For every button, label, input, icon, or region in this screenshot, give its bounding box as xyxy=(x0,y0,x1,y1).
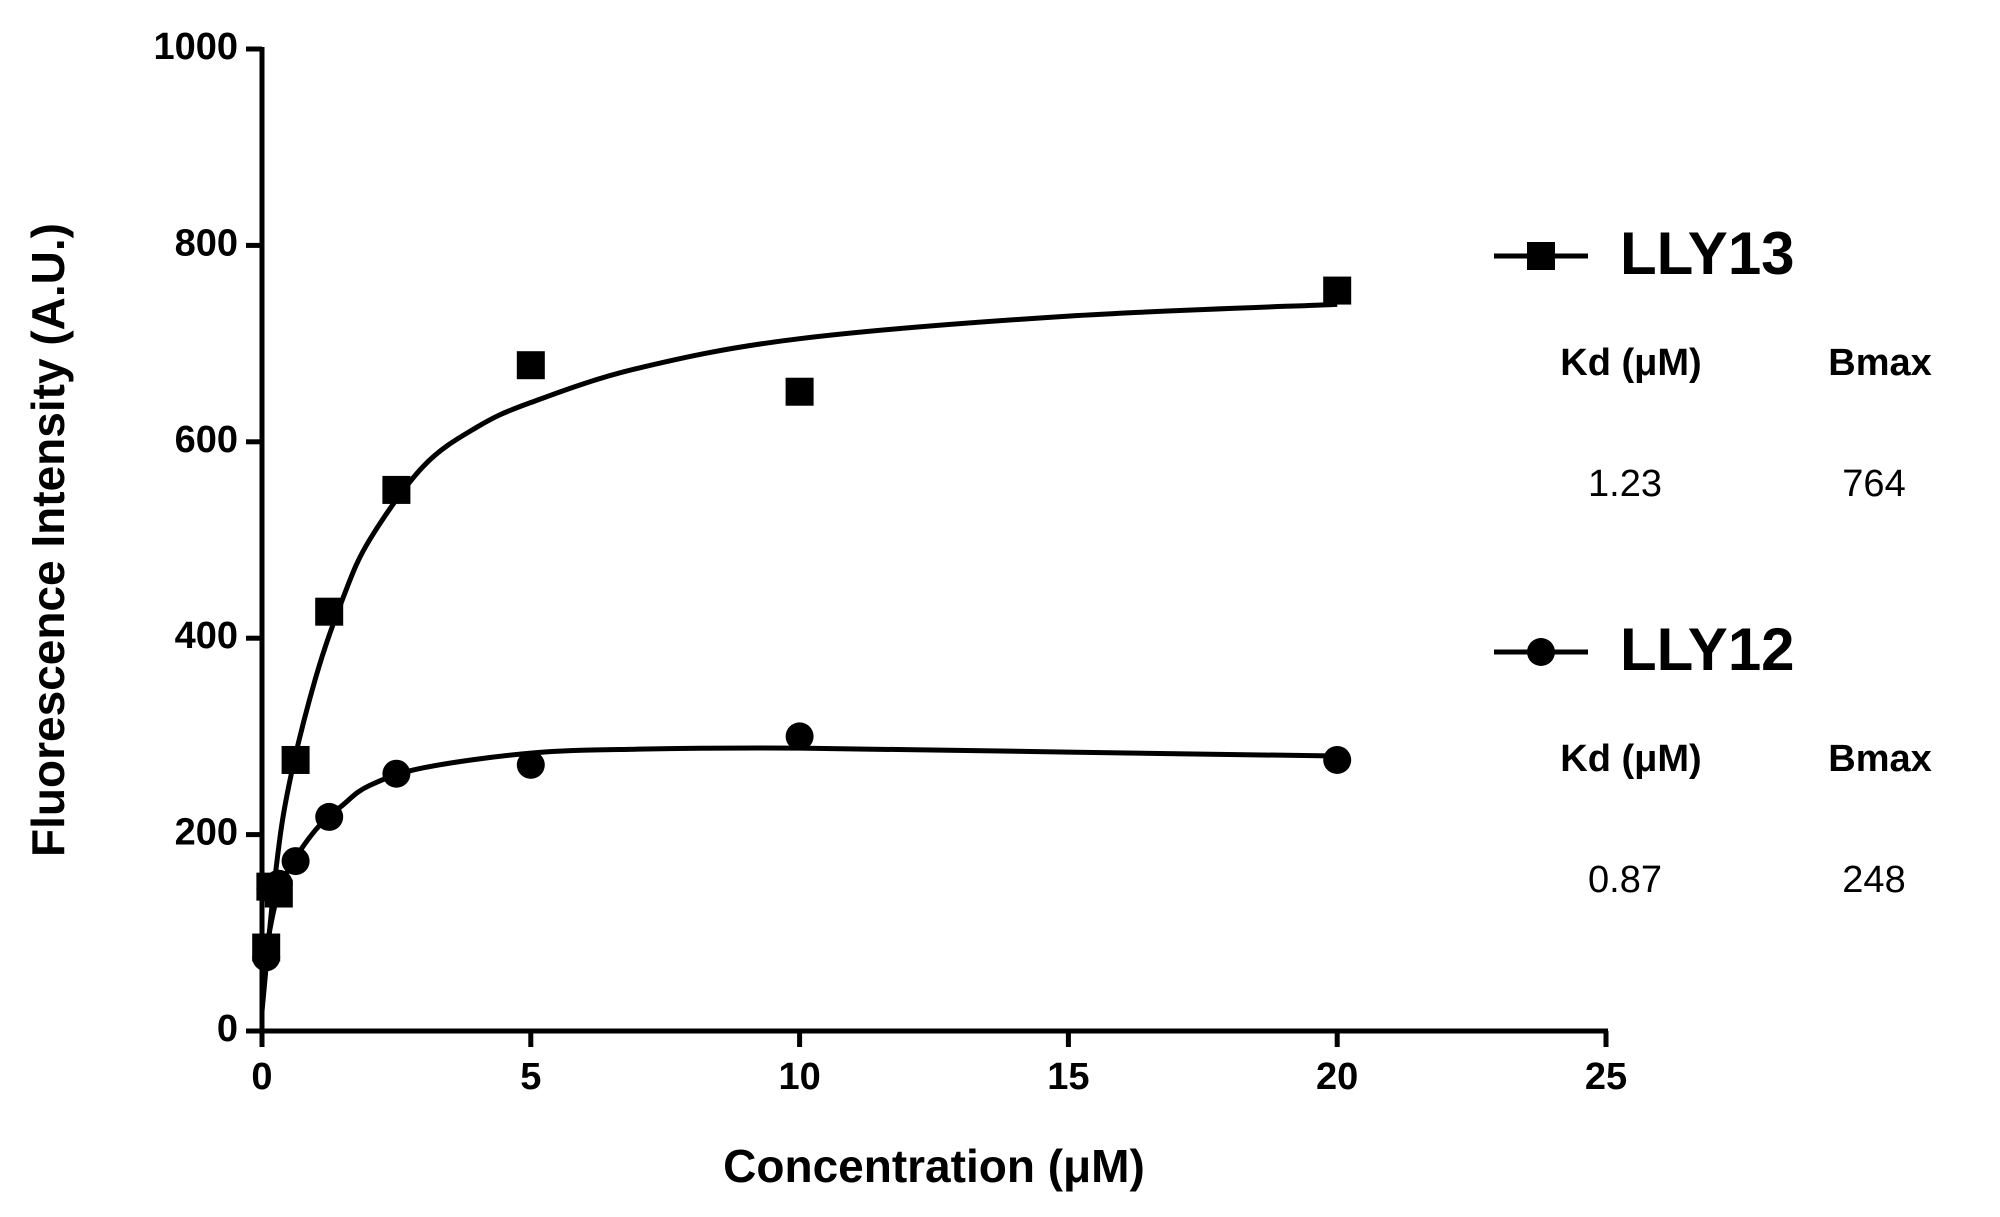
data-point xyxy=(382,759,411,788)
data-point xyxy=(1323,745,1352,774)
data-point xyxy=(785,722,814,751)
x-tick-label: 10 xyxy=(778,1056,820,1098)
y-tick-label: 1000 xyxy=(153,26,238,68)
y-tick-label: 0 xyxy=(217,1008,238,1050)
data-point xyxy=(281,745,310,774)
y-tick-label: 800 xyxy=(175,222,238,264)
legend-marker xyxy=(1527,242,1555,270)
table-value: 0.87 xyxy=(1588,859,1662,901)
data-point xyxy=(315,597,344,626)
data-point xyxy=(252,943,281,972)
fit-curve xyxy=(259,745,1338,973)
data-point xyxy=(281,847,310,876)
fit-curve xyxy=(259,301,1338,1012)
table-header: Kd (μM) xyxy=(1560,342,1701,384)
legend-label: LLY12 xyxy=(1620,616,1795,683)
data-point xyxy=(785,377,814,406)
data-point xyxy=(382,475,411,504)
table-header: Bmax xyxy=(1828,738,1932,780)
y-axis-title: Fluorescence Intensity (A.U.) xyxy=(22,223,74,857)
table-header: Kd (μM) xyxy=(1560,738,1701,780)
x-tick-label: 5 xyxy=(520,1056,541,1098)
table-value: 1.23 xyxy=(1588,463,1662,505)
x-tick-label: 25 xyxy=(1585,1056,1627,1098)
legend-label: LLY13 xyxy=(1620,220,1795,287)
data-point xyxy=(1323,276,1352,305)
y-tick-label: 600 xyxy=(175,419,238,461)
x-tick-label: 0 xyxy=(251,1056,272,1098)
data-point xyxy=(264,869,293,898)
data-point xyxy=(516,351,545,380)
x-tick-label: 20 xyxy=(1316,1056,1358,1098)
x-tick-label: 15 xyxy=(1047,1056,1089,1098)
legend-marker xyxy=(1527,638,1555,666)
table-value: 764 xyxy=(1842,463,1905,505)
y-tick-label: 200 xyxy=(175,812,238,854)
x-axis-title: Concentration (μM) xyxy=(723,1140,1145,1192)
data-point xyxy=(315,802,344,831)
table-value: 248 xyxy=(1842,859,1905,901)
data-point xyxy=(516,750,545,779)
table-header: Bmax xyxy=(1828,342,1932,384)
y-tick-label: 400 xyxy=(175,615,238,657)
